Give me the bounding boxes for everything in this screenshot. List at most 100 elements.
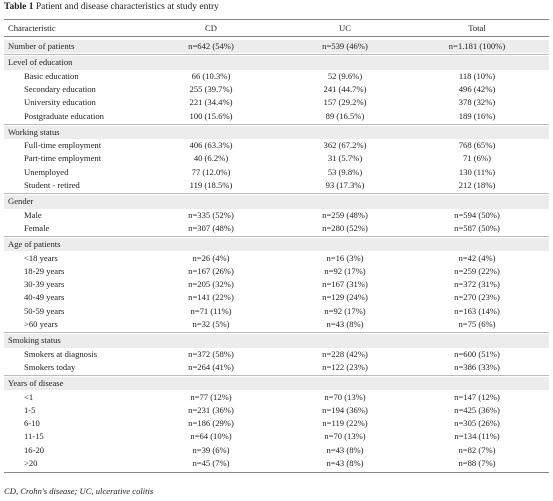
data-cell: n=43 (8%): [326, 458, 364, 468]
data-cell: n=32 (5%): [192, 319, 230, 329]
section-heading-row: Working status: [4, 125, 549, 140]
data-cell: n=167 (31%): [322, 279, 368, 290]
section-divider: [4, 54, 549, 56]
row-label: Part-time employment: [24, 153, 102, 164]
table-label: Table 1: [4, 2, 34, 12]
data-cell: n=119 (22%): [322, 418, 368, 429]
data-cell: 241 (44.7%): [323, 83, 367, 94]
table-row: Unemployed 77 (12.0%) 53 (9.8%) 130 (11%): [4, 166, 549, 179]
row-label: Basic education: [24, 70, 79, 81]
data-cell: 66 (10.3%): [191, 70, 231, 81]
row-label: >20: [24, 458, 38, 468]
row-label: Unemployed: [24, 166, 69, 177]
data-cell: n=42 (4%): [458, 252, 496, 263]
row-label: 1-5: [24, 404, 36, 415]
table-row: Full-time employment 406 (63.3%) 362 (67.2…: [4, 139, 549, 152]
table-title: Table 1 Patient and disease characterist…: [4, 2, 219, 12]
row-label: 11-15: [24, 431, 44, 442]
row-label: Secondary education: [24, 83, 96, 94]
data-cell: 189 (16%): [458, 110, 496, 121]
data-cell: 255 (39.7%): [189, 83, 233, 94]
data-cell: 406 (63.3%): [189, 140, 233, 151]
data-cell: n=280 (52%): [322, 222, 368, 233]
data-cell: n=259 (48%): [322, 209, 368, 220]
data-cell: n=147 (12%): [454, 391, 500, 402]
data-cell: n=129 (24%): [322, 292, 368, 303]
data-cell: 100 (15.6%): [189, 110, 233, 121]
table-bottom-rule: [4, 472, 549, 474]
row-label: >60 years: [24, 319, 58, 329]
data-cell: n=75 (6%): [458, 319, 496, 329]
table-row: Basic education 66 (10.3%) 52 (9.6%) 118 (1…: [4, 70, 549, 83]
data-cell: 53 (9.8%): [327, 166, 363, 177]
data-cell: n=163 (14%): [454, 305, 500, 316]
data-cell: n=43 (8%): [326, 444, 364, 455]
data-cell: 89 (16.5%): [325, 110, 365, 121]
section-divider: [4, 375, 549, 377]
row-label: Smokers today: [24, 361, 76, 372]
data-cell: n=186 (29%): [188, 418, 234, 429]
table-row: 50-59 years n=71 (11%) n=92 (17%) n=163 (14…: [4, 305, 549, 318]
data-cell: 130 (11%): [458, 166, 496, 177]
data-cell: n=194 (36%): [322, 404, 368, 415]
row-label: Number of patients: [8, 41, 75, 51]
row-label: University education: [24, 97, 96, 108]
data-cell: 119 (18.5%): [189, 180, 233, 190]
row-label: 18-29 years: [24, 265, 65, 276]
section-heading-row: Age of patients: [4, 238, 549, 252]
footnote: CD, Crohn's disease; UC, ulcerative coli…: [4, 486, 154, 496]
table-row: Smokers at diagnosis n=372 (58%) n=228 (42…: [4, 348, 549, 361]
table-row: 18-29 years n=167 (26%) n=92 (17%) n=259 (2…: [4, 265, 549, 278]
table-row: Secondary education 255 (39.7%) 241 (44.7%…: [4, 83, 549, 96]
data-cell: n=26 (4%): [192, 252, 230, 263]
data-cell: n=539 (46%): [322, 41, 368, 51]
data-cell: n=16 (3%): [326, 252, 364, 263]
table-row: Smokers today n=264 (41%) n=122 (23%) n=386…: [4, 361, 549, 374]
section-divider: [4, 332, 549, 334]
section-heading: Age of patients: [8, 239, 61, 250]
data-cell: 52 (9.6%): [327, 70, 363, 81]
data-cell: n=259 (22%): [454, 265, 500, 276]
table-row: 40-49 years n=141 (22%) n=129 (24%) n=270 (…: [4, 291, 549, 304]
data-cell: 71 (6%): [463, 153, 491, 164]
data-cell: n=82 (7%): [458, 444, 496, 455]
row-label: 16-20: [24, 444, 45, 455]
table-row: Part-time employment 40 (6.2%) 31 (5.7%) 71…: [4, 152, 549, 165]
data-cell: n=92 (17%): [324, 305, 366, 316]
row-label: Female: [24, 222, 50, 233]
table-row: 6-10 n=186 (29%) n=119 (22%) n=305 (26%): [4, 417, 549, 430]
section-heading: Smoking status: [8, 335, 61, 346]
data-cell: 496 (42%): [458, 83, 496, 94]
row-label: <1: [24, 391, 34, 402]
section-heading: Level of education: [8, 57, 73, 68]
data-cell: n=134 (11%): [454, 431, 500, 442]
table-row: 11-15 n=64 (10%) n=70 (13%) n=134 (11%): [4, 430, 549, 443]
table-row: 16-20 n=39 (6%) n=43 (8%) n=82 (7%): [4, 444, 549, 457]
data-cell: 157 (29.2%): [323, 97, 367, 108]
data-cell: n=228 (42%): [322, 348, 368, 359]
data-cell: n=43 (8%): [326, 319, 364, 329]
data-cell: n=39 (6%): [192, 444, 230, 455]
header-cell: CD: [205, 23, 217, 33]
data-cell: n=71 (11%): [190, 305, 232, 316]
header-cell: UC: [339, 23, 351, 33]
data-cell: 768 (65%): [458, 140, 496, 151]
row-label: 40-49 years: [24, 292, 65, 303]
section-heading-row: Years of disease: [4, 377, 549, 391]
data-cell: n=167 (26%): [188, 265, 234, 276]
data-cell: n=425 (36%): [454, 404, 500, 415]
data-cell: n=92 (17%): [324, 265, 366, 276]
table-row: Postgraduate education 100 (15.6%) 89 (16.…: [4, 110, 549, 123]
data-cell: n=594 (50%): [454, 209, 500, 220]
data-cell: n=335 (52%): [188, 209, 234, 220]
data-cell: n=45 (7%): [192, 458, 230, 468]
data-cell: n=307 (48%): [188, 222, 234, 233]
table-row: <1 n=77 (12%) n=70 (13%) n=147 (12%): [4, 391, 549, 404]
data-cell: 77 (12.0%): [191, 166, 231, 177]
data-cell: 378 (32%): [458, 97, 496, 108]
data-cell: n=264 (41%): [188, 361, 234, 372]
row-label: Smokers at diagnosis: [24, 348, 98, 359]
section-heading-row: Level of education: [4, 56, 549, 70]
data-cell: n=372 (31%): [454, 279, 500, 290]
